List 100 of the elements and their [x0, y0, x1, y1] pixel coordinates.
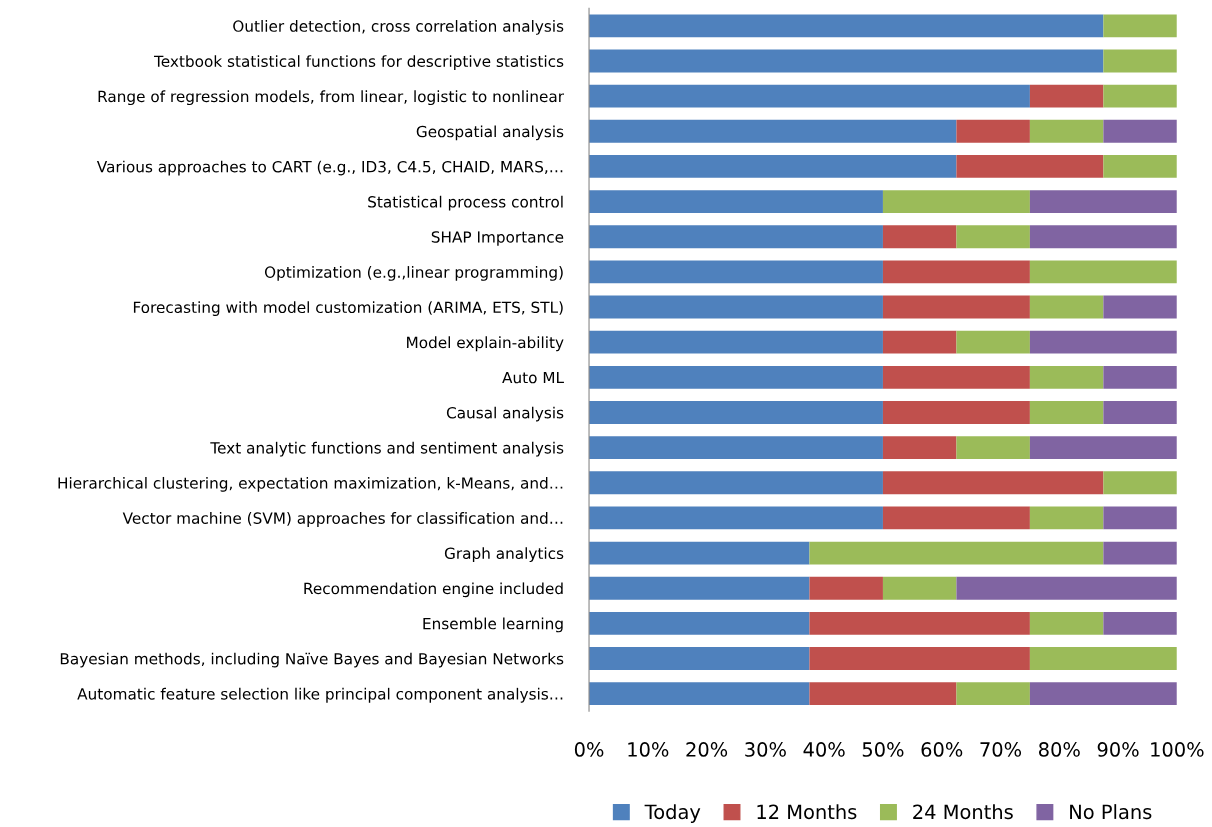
bar [809, 576, 883, 600]
bar [956, 436, 1030, 460]
bar [589, 471, 883, 495]
bar [1103, 49, 1177, 73]
x-tick-label: 10% [628, 742, 669, 757]
bar [589, 225, 883, 249]
y-tick-label: Forecasting with model customization (ARIMA, ETS, STL) [133, 301, 563, 317]
bar [589, 365, 883, 389]
bar [1029, 365, 1104, 389]
bar [882, 365, 1030, 389]
y-tick-label: Text analytic functions and sentiment analysis [210, 441, 564, 457]
bar [1103, 119, 1177, 143]
x-tick-label: 90% [1097, 742, 1139, 757]
bar [589, 330, 883, 354]
bar [1029, 225, 1177, 249]
bar [589, 190, 883, 213]
bar [882, 260, 1030, 284]
bar [589, 119, 957, 143]
bar [882, 506, 1030, 530]
bar [882, 401, 1030, 424]
bar [956, 119, 1030, 143]
y-tick-label: Graph analytics [444, 547, 564, 563]
bar [1029, 436, 1177, 460]
bar [809, 682, 957, 706]
bar [882, 576, 957, 600]
y-tick-label: Vector machine (SVM) approaches for classification and… [122, 512, 563, 527]
bar [589, 401, 883, 424]
bar [1103, 295, 1177, 319]
y-tick-label: Bayesian methods, including Naïve Bayes and Bayesian Networks [60, 652, 564, 668]
bar [882, 436, 957, 460]
bar [882, 330, 957, 354]
bar [1029, 682, 1177, 706]
y-tick-label: Outlier detection, cross correlation analysis [233, 20, 564, 35]
y-tick-label: Various approaches to CART (e.g., ID3, C4.5, CHAID, MARS,… [96, 160, 563, 176]
bar [882, 190, 1030, 213]
bar [1103, 541, 1177, 565]
x-tick-label: 0% [574, 742, 604, 757]
x-tick-label: 60% [921, 742, 963, 757]
y-tick-label: SHAP Importance [431, 231, 564, 246]
bar [1103, 401, 1177, 424]
legend-label: 24 Months [913, 804, 1013, 820]
x-tick-label: 70% [980, 742, 1022, 757]
bar [1029, 190, 1177, 213]
bar [1103, 155, 1177, 178]
bar [882, 295, 1030, 319]
bar [1029, 611, 1104, 635]
bar [1103, 471, 1177, 495]
bar [589, 682, 810, 706]
bar [589, 576, 810, 600]
bar [589, 155, 957, 178]
y-tick-label: Recommendation engine included [304, 582, 563, 598]
x-tick-label: 20% [686, 742, 728, 757]
y-tick-label: Ensemble learning [423, 617, 563, 633]
y-tick-label: Optimization (e.g.,linear programming) [264, 266, 563, 281]
bar [589, 541, 810, 565]
y-tick-label: Causal analysis [446, 406, 564, 422]
x-tick-label: 30% [745, 742, 786, 757]
bar [1029, 84, 1104, 108]
x-tick-label: 50% [862, 742, 904, 757]
x-tick-label: 80% [1039, 742, 1080, 757]
y-tick-label: Textbook statistical functions for descriptive statistics [154, 55, 564, 70]
bar [1103, 84, 1177, 108]
bar [1029, 330, 1177, 354]
bar [882, 471, 1104, 495]
bar [1029, 119, 1104, 143]
bar [589, 436, 883, 460]
legend-label: 12 Months [757, 804, 857, 820]
legend-label: Today [644, 804, 701, 823]
y-tick-label: Statistical process control [368, 195, 563, 211]
y-tick-label: Automatic feature selection like principal component analysis… [77, 687, 563, 703]
bar [1103, 506, 1177, 530]
x-tick-label: 40% [803, 742, 845, 757]
y-tick-label: Auto ML [502, 371, 564, 384]
bar [589, 506, 883, 530]
bar [589, 611, 810, 635]
y-tick-label: Range of regression models, from linear, logistic to nonlinear [98, 90, 565, 106]
bar [1103, 14, 1177, 38]
bar [589, 14, 1104, 38]
bar [1029, 295, 1104, 319]
bar [809, 647, 1030, 670]
bar [589, 647, 810, 670]
bar [1103, 611, 1177, 635]
bar [1103, 365, 1177, 389]
bar [589, 260, 883, 284]
bar [956, 576, 1177, 600]
bar [956, 225, 1030, 249]
y-tick-label: Hierarchical clustering, expectation maximization, k-Means, and… [58, 476, 563, 492]
y-tick-label: Geospatial analysis [416, 125, 564, 141]
bar [1029, 401, 1104, 424]
bar [809, 611, 1030, 635]
bar [956, 330, 1030, 354]
bar [1029, 506, 1104, 530]
bar [589, 49, 1104, 73]
bar [589, 295, 883, 319]
bar [956, 155, 1104, 178]
bar [1029, 260, 1177, 284]
y-tick-label: Model explain-ability [407, 336, 564, 352]
bar [809, 541, 1104, 565]
bar [956, 682, 1030, 706]
bar [1029, 647, 1177, 670]
